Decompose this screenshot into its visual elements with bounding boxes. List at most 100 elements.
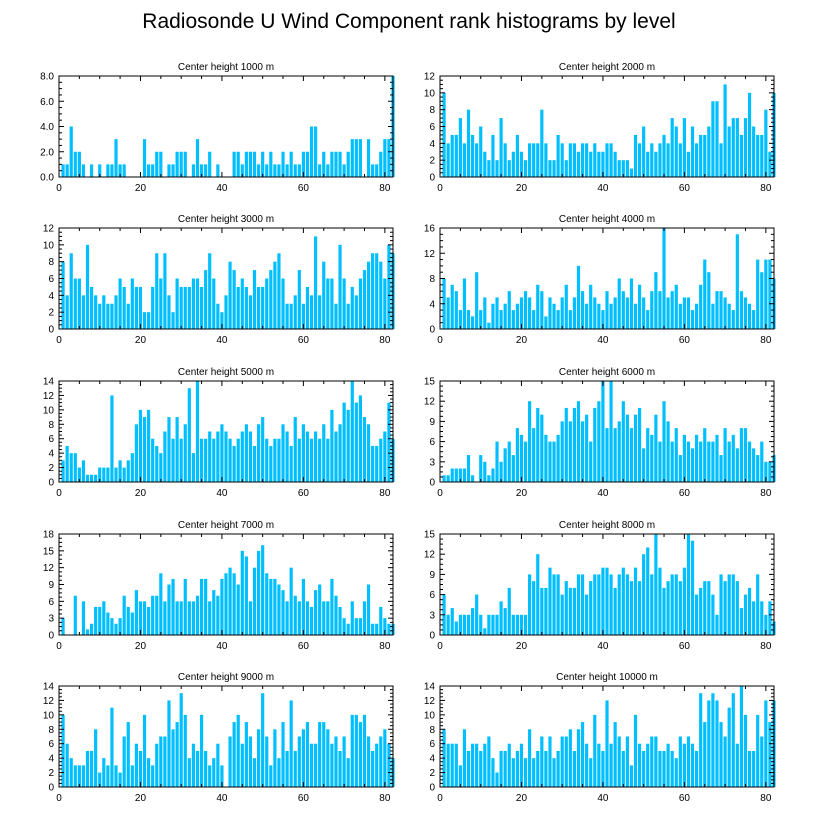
bar [167, 295, 171, 329]
bar [195, 139, 200, 178]
y-tick-label: 14 [424, 682, 436, 693]
bar [638, 143, 642, 177]
bar [244, 424, 248, 482]
bar [110, 707, 114, 787]
bar [454, 743, 458, 787]
bar [175, 417, 179, 482]
bar [747, 587, 752, 635]
bar [342, 402, 346, 482]
bar [191, 743, 196, 787]
bar [528, 729, 532, 787]
bar [261, 151, 265, 177]
bar [536, 750, 540, 787]
y-tick-label: 15 [424, 377, 436, 388]
bar [519, 151, 524, 177]
bar [159, 573, 163, 635]
bar [462, 278, 467, 329]
bar [727, 707, 731, 787]
bar [719, 291, 723, 330]
bar [552, 758, 556, 787]
bar [462, 143, 467, 177]
bar [580, 143, 585, 177]
bar [342, 164, 346, 178]
bar [179, 693, 183, 787]
bar [528, 574, 532, 635]
panel-7: Center height 7000 m 0 20 40 60 80 0 3 6 9 12 15 18 [43, 520, 395, 652]
bar [605, 291, 609, 330]
bar [122, 736, 126, 787]
bar [269, 151, 273, 177]
bar [719, 722, 723, 787]
bar [597, 151, 601, 177]
bar [442, 475, 446, 482]
x-tick-label: 80 [379, 641, 391, 652]
bar [715, 700, 719, 787]
bar [756, 714, 760, 787]
bar [585, 594, 589, 635]
x-tick-label: 80 [379, 793, 391, 804]
bar [81, 765, 86, 787]
bar [130, 765, 134, 787]
x-tick-label: 60 [679, 183, 691, 194]
y-tick-label: 4.0 [40, 122, 54, 133]
bar [142, 714, 147, 787]
bar [326, 164, 330, 178]
bar [350, 381, 354, 482]
bar [719, 143, 723, 177]
y-tick-label: 10 [43, 405, 55, 416]
bar [85, 629, 90, 635]
panel-8: Center height 8000 m 0 20 40 60 80 0 3 6 9 12 15 [424, 520, 776, 652]
bar [183, 578, 187, 635]
bar [362, 417, 367, 482]
bar [281, 722, 285, 787]
bar [301, 151, 305, 177]
bar [383, 618, 387, 635]
bar [662, 134, 666, 177]
bar [589, 441, 593, 482]
bar [110, 303, 114, 329]
bar [326, 601, 330, 635]
panel-title: Center height 6000 m [559, 367, 655, 378]
bar [191, 278, 196, 329]
x-tick-label: 40 [216, 335, 228, 346]
bar [670, 118, 674, 177]
bar [326, 729, 330, 787]
y-tick-label: 4 [429, 299, 435, 310]
bar [597, 574, 601, 635]
x-tick-label: 80 [760, 488, 772, 499]
bar [371, 445, 375, 482]
bar [358, 278, 363, 329]
bar [638, 407, 642, 482]
bar [593, 574, 597, 635]
bar [678, 143, 682, 177]
panel-10: Center height 10000 m 0 20 40 60 80 0 2 4 6 8 10 12 1… [424, 672, 776, 804]
x-tick-label: 80 [760, 793, 772, 804]
y-tick-label: 12 [43, 224, 55, 235]
bar [625, 736, 629, 787]
bar [167, 417, 171, 482]
bar [81, 295, 86, 329]
bar [379, 606, 383, 635]
bar [61, 618, 65, 635]
y-tick-label: 12 [43, 696, 55, 707]
bar [466, 614, 471, 635]
bar [475, 743, 479, 787]
bar [244, 556, 248, 635]
bar [760, 272, 764, 329]
bar [314, 236, 318, 329]
bar [699, 587, 703, 635]
bar [532, 428, 536, 482]
bar [375, 445, 379, 482]
bar [338, 750, 342, 787]
bar [212, 438, 216, 482]
bar [511, 455, 515, 482]
y-tick-label: 2 [429, 156, 435, 167]
bar [593, 407, 597, 482]
bar [285, 750, 289, 787]
bar [114, 295, 118, 329]
bar [65, 445, 69, 482]
bar [462, 614, 467, 635]
bar [248, 601, 253, 635]
bar [719, 455, 723, 482]
bar [265, 164, 269, 178]
